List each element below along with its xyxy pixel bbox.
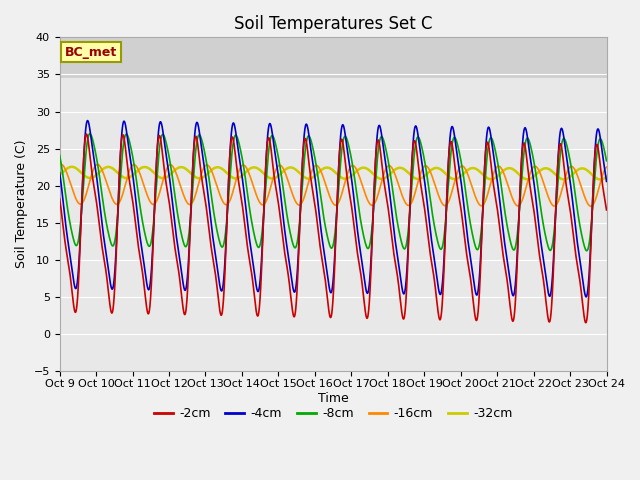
Text: BC_met: BC_met — [65, 46, 117, 59]
Bar — [60, 37, 607, 78]
Y-axis label: Soil Temperature (C): Soil Temperature (C) — [15, 140, 28, 268]
Legend: -2cm, -4cm, -8cm, -16cm, -32cm: -2cm, -4cm, -8cm, -16cm, -32cm — [149, 402, 517, 425]
Title: Soil Temperatures Set C: Soil Temperatures Set C — [234, 15, 433, 33]
X-axis label: Time: Time — [317, 392, 348, 405]
